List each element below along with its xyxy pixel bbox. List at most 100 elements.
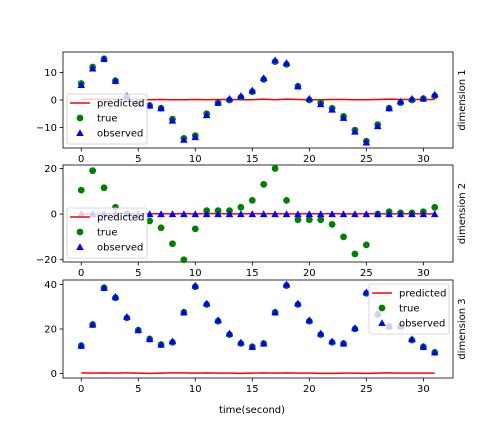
data-point-observed [316, 100, 325, 108]
plot-frame [62, 164, 454, 263]
x-tick-label: 0 [78, 154, 84, 165]
data-point-observed [77, 81, 86, 88]
data-point-observed [282, 280, 291, 288]
data-point-true [294, 216, 302, 224]
data-point-observed [248, 343, 257, 350]
data-point-observed [339, 114, 348, 121]
data-point-observed [351, 210, 359, 218]
x-tick-label: 30 [417, 154, 430, 165]
data-point-observed [373, 210, 382, 218]
data-point-true [305, 216, 313, 224]
data-point-observed [157, 340, 165, 348]
data-point-true [100, 184, 108, 192]
x-tick-label: 0 [78, 384, 84, 395]
data-point-observed [282, 59, 291, 67]
data-point-observed [362, 210, 371, 218]
data-point-observed [294, 210, 302, 218]
panel-side-label: dimension 1 [457, 69, 468, 130]
x-tick-label: 20 [303, 384, 316, 395]
legend-label: predicted [97, 213, 144, 224]
data-point-observed [88, 320, 97, 328]
data-point-observed [225, 210, 234, 218]
legend: predicted true observed [66, 207, 148, 259]
data-point-true [237, 203, 245, 211]
data-point-observed [134, 326, 143, 334]
legend-label: observed [97, 243, 143, 254]
data-point-observed [237, 92, 245, 99]
panel-side-label: dimension 3 [457, 298, 468, 359]
legend-label: true [399, 304, 420, 315]
data-point-observed [168, 210, 177, 218]
data-point-true [157, 224, 165, 232]
data-point-observed [259, 74, 268, 82]
data-point-observed [339, 210, 348, 218]
data-point-true [89, 167, 97, 175]
x-tick-label: 10 [189, 268, 202, 279]
y-tick-label: −20 [36, 255, 57, 266]
data-point-observed [385, 210, 393, 218]
data-point-observed [202, 210, 211, 218]
data-point-observed [408, 210, 416, 218]
legend-label: predicted [399, 289, 446, 300]
x-axis-label: time(second) [219, 405, 285, 416]
legend-label: observed [97, 129, 143, 140]
data-point-observed [328, 105, 336, 113]
data-point-observed [316, 210, 325, 218]
data-point-observed [294, 82, 302, 90]
legend-handle-true [76, 228, 84, 236]
data-point-observed [180, 308, 188, 316]
data-point-observed [237, 338, 245, 346]
data-point-observed [111, 77, 120, 84]
data-point-observed [225, 94, 234, 102]
data-point-observed [305, 316, 314, 324]
data-point-observed [419, 94, 428, 102]
x-tick-label: 10 [189, 384, 202, 395]
data-point-observed [123, 312, 131, 320]
data-point-observed [305, 94, 314, 102]
data-point-observed [111, 292, 120, 300]
data-point-observed [362, 138, 371, 146]
data-point-observed [305, 210, 314, 218]
x-tick-label: 30 [417, 384, 430, 395]
y-tick-label: 0 [51, 96, 57, 107]
x-tick-label: 15 [246, 154, 259, 165]
data-point-observed [214, 98, 222, 106]
legend-box [66, 93, 148, 145]
data-point-observed [271, 56, 279, 64]
data-point-observed [271, 210, 279, 218]
data-point-observed [351, 324, 359, 331]
legend-box [66, 207, 148, 259]
data-point-observed [396, 97, 405, 105]
data-point-observed [180, 210, 188, 218]
data-point-observed [362, 288, 371, 296]
data-point-observed [271, 308, 279, 316]
data-point-observed [202, 299, 211, 307]
data-point-true [271, 165, 279, 172]
data-point-observed [237, 210, 245, 218]
legend-handle-observed [76, 243, 84, 251]
x-tick-label: 25 [360, 384, 373, 395]
data-point-observed [248, 210, 257, 218]
data-point-observed [316, 329, 325, 337]
legend-handle-true [378, 304, 386, 312]
data-point-observed [419, 343, 428, 350]
data-point-observed [157, 210, 165, 218]
data-point-true [77, 186, 85, 194]
data-point-observed [328, 210, 336, 218]
data-point-observed [408, 335, 416, 343]
data-point-observed [373, 122, 382, 130]
data-point-observed [430, 348, 439, 356]
x-tick-label: 5 [135, 384, 141, 395]
data-point-true [351, 250, 359, 258]
data-point-observed [282, 210, 291, 218]
y-tick-label: 0 [51, 210, 57, 221]
data-point-true [248, 196, 256, 204]
legend-label: observed [399, 319, 445, 330]
data-point-observed [385, 104, 393, 112]
data-point-true [362, 241, 370, 249]
legend-label: true [97, 114, 118, 125]
x-tick-label: 20 [303, 154, 316, 165]
data-point-true [146, 217, 154, 225]
y-tick-label: −10 [36, 123, 57, 134]
x-tick-label: 20 [303, 268, 316, 279]
